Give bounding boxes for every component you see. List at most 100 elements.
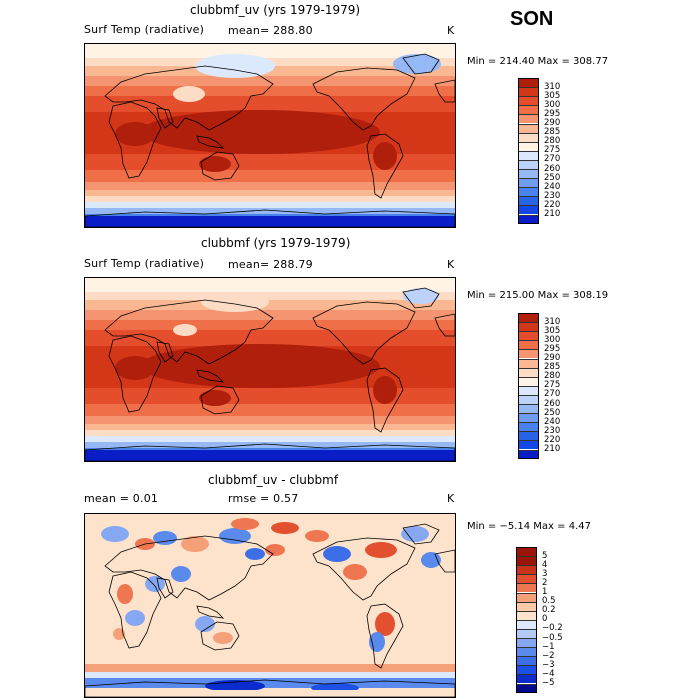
coastline [434,79,455,103]
panel1-map-plot [85,44,455,227]
colorbar-tick-label: −2 [542,650,555,661]
coastline [196,369,225,383]
colorbar-swatch [516,592,537,602]
coastline [402,523,440,545]
panel1-title: clubbmf_uv (yrs 1979-1979) [190,3,361,17]
coastline [108,101,162,179]
colorbar-tick-label: 230 [544,425,561,436]
coastline [366,367,404,433]
colorbar-tick-label: 275 [544,145,561,156]
anomaly-patch [171,566,191,582]
panel3-title: clubbmf_uv - clubbmf [208,473,339,487]
panel3-rmse: rmse = 0.57 [228,492,299,505]
anomaly-patch [421,552,441,568]
colorbar-swatch [518,385,539,395]
colorbar-tick-label: 2 [542,577,548,588]
coastline [402,287,440,309]
colorbar-swatch [518,214,539,224]
coastline [200,151,240,181]
coastline [366,603,404,669]
colorbar-tick-label: 300 [544,99,561,110]
anomaly-patch [305,530,329,542]
colorbar-tick-label: 0.2 [542,605,556,616]
colorbar-swatch [516,556,537,566]
colorbar-swatch [516,628,537,638]
amazon-hotspot [373,142,397,170]
siberia-cold [195,54,275,78]
colorbar-tick-label: 1 [542,587,548,597]
coastline [104,535,274,601]
coastline [366,133,404,199]
panel1-map [84,43,456,228]
colorbar-tick-label: 220 [544,434,561,445]
colorbar-tick-label: 310 [544,81,561,92]
australia-hotspot [199,156,231,172]
so-band-warm [85,664,455,672]
lat-band [85,182,455,190]
anomaly-patch [369,632,385,652]
coastline [104,299,274,365]
colorbar-tick-label: 4 [542,559,548,570]
anomaly-patch [153,531,177,545]
colorbar-tick-label: 270 [544,154,561,165]
colorbar-tick-label: 300 [544,334,561,345]
colorbar-tick-label: 280 [544,371,561,382]
colorbar-swatch [518,187,539,197]
panel2-units: K [447,258,455,271]
lat-band [85,388,455,404]
coastline [85,209,455,227]
lat-band [85,424,455,430]
colorbar-tick-label: 230 [544,190,561,201]
panel2-minmax: Min = 215.00 Max = 308.19 [467,290,609,301]
colorbar-swatch [518,340,539,350]
coastline [196,605,225,619]
lat-band [85,320,455,330]
colorbar-swatch [518,376,539,386]
colorbar-swatch [516,638,537,648]
anomaly-patch [401,526,429,542]
colorbar-tick-label: 285 [544,127,561,138]
anomaly-patch [343,564,367,580]
lat-band [85,278,455,292]
anomaly-patch [231,518,259,530]
colorbar-tick-label: 295 [544,108,561,119]
colorbar-tick-label: 260 [544,163,561,174]
anomaly-patch [113,628,125,640]
anomaly-patch [213,632,233,644]
panel3-map [84,513,456,698]
anomaly-patch [323,546,351,562]
colorbar-tick-label: 210 [544,444,561,454]
coastline [156,577,174,599]
colorbar-tick-label: 240 [544,416,561,427]
colorbar-swatch [518,431,539,441]
greenland-cold [393,54,441,74]
colorbar-tick-label: 290 [544,353,561,363]
anomaly-patch [101,526,129,542]
colorbar-tick-label: 240 [544,181,561,192]
colorbar-swatch [518,159,539,169]
colorbar-frame [516,547,537,693]
panel1-units: K [447,24,455,37]
colorbar-swatch [516,583,537,593]
colorbar-swatch [518,169,539,179]
africa-hotspot [115,356,155,380]
lat-band [85,208,455,214]
lat-band [85,86,455,96]
colorbar-swatch [518,96,539,106]
anomaly-patch [271,522,299,534]
temperature-field [85,44,455,227]
season-label: SON [510,8,554,30]
lat-band [85,442,455,448]
africa-hotspot [115,122,155,146]
antarctic-band [85,690,455,697]
colorbar-swatch [518,413,539,423]
antarctic-band [85,450,455,461]
anomaly-patch [245,548,265,560]
colorbar-swatch [518,123,539,133]
colorbar-frame [518,78,539,224]
lat-band [85,76,455,86]
colorbar-swatch [516,683,537,693]
australia-hotspot [199,390,231,406]
colorbar-swatch [518,150,539,160]
panel3-map-plot [85,514,455,697]
